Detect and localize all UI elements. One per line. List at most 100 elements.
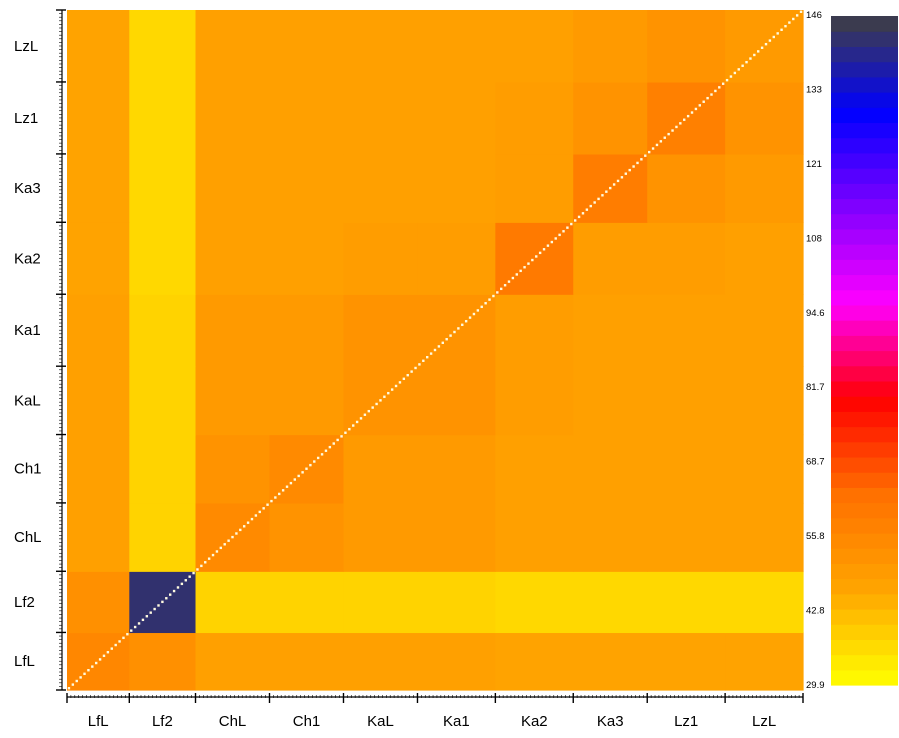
diagonal-dot: [597, 197, 600, 201]
diagonal-dot: [554, 237, 557, 240]
colorbar-step: [831, 669, 898, 686]
diagonal-dot: [410, 370, 413, 373]
y-tick-label-LzL: LzL: [14, 38, 38, 55]
heatmap-block-Ch1-LfL: [67, 434, 130, 504]
diagonal-dot: [258, 510, 261, 514]
diagonal-dot: [418, 363, 421, 366]
y-tick-label-Ka2: Ka2: [14, 250, 41, 267]
colorbar-tick-label: 68.7: [806, 457, 825, 468]
heatmap-block-LfL-ChL: [195, 632, 271, 691]
heatmap-block-Ka3-Lz1: [647, 153, 726, 223]
heatmap-block-Lz1-Ka3: [573, 81, 648, 155]
diagonal-dot: [776, 32, 779, 35]
colorbar-step: [831, 335, 898, 352]
heatmap-block-LfL-Ka1: [417, 632, 496, 691]
colorbar-step: [831, 517, 898, 534]
diagonal-dot: [172, 589, 176, 593]
diagonal-dot: [390, 388, 394, 391]
heatmap-block-Lf2-KaL: [343, 571, 419, 634]
diagonal-dot: [632, 165, 635, 168]
heatmap-block-Ka2-Lz1: [647, 222, 726, 295]
colorbar-step: [831, 350, 898, 367]
diagonal-dot: [383, 395, 386, 398]
diagonal-dot: [585, 208, 589, 211]
heatmap-block-Ch1-LzL: [725, 434, 804, 504]
heatmap-block-Ka2-LzL: [725, 222, 804, 295]
heatmap-block-Ka2-Ka3: [573, 222, 648, 295]
diagonal-dot: [507, 280, 511, 283]
heatmap-block-Lz1-LzL: [725, 81, 804, 155]
diagonal-dot: [702, 100, 705, 103]
heatmap-block-Ch1-Lz1: [647, 434, 726, 504]
colorbar-step: [831, 304, 898, 321]
colorbar-step: [831, 396, 898, 412]
diagonal-dot: [612, 183, 616, 186]
diagonal-dot: [616, 179, 620, 183]
heatmap-block-Ch1-ChL: [195, 434, 271, 504]
colorbar-step: [831, 487, 898, 504]
heatmap-block-Ka1-ChL: [195, 294, 271, 367]
diagonal-dot: [309, 463, 312, 467]
y-tick-label-Lz1: Lz1: [14, 110, 38, 127]
diagonal-dot: [110, 647, 113, 650]
diagonal-dot: [698, 104, 701, 107]
diagonal-dot: [118, 640, 121, 643]
colorbar-step: [831, 624, 898, 640]
diagonal-dot: [437, 345, 441, 348]
heatmap-block-Lz1-ChL: [195, 81, 271, 155]
heatmap-block-KaL-Ch1: [269, 366, 345, 436]
diagonal-dot: [671, 129, 674, 132]
diagonal-dot: [799, 10, 803, 13]
diagonal-dot: [316, 456, 320, 460]
colorbar-step: [831, 563, 898, 580]
diagonal-dot: [550, 240, 554, 244]
diagonal-dot: [628, 168, 631, 172]
diagonal-dot: [721, 82, 725, 85]
diagonal-dot: [153, 607, 156, 611]
heatmap-block-Lz1-Lf2: [129, 81, 197, 155]
diagonal-dots: [67, 10, 803, 690]
diagonal-dot: [246, 521, 250, 524]
diagonal-dot: [764, 42, 768, 46]
heatmap-block-LfL-Ka2: [495, 632, 574, 691]
diagonal-dot: [422, 359, 425, 362]
diagonal-dot: [375, 402, 378, 406]
diagonal-dot: [79, 676, 82, 679]
x-tick-label-LzL: LzL: [752, 713, 776, 730]
heatmap-block-Ka2-Ka1: [417, 222, 496, 295]
colorbar-step: [831, 654, 898, 671]
diagonal-dot: [355, 420, 359, 424]
colorbar-step: [831, 472, 898, 488]
x-tick-label-Lz1: Lz1: [674, 713, 698, 730]
heatmap-block-Ka1-KaL: [343, 294, 419, 367]
x-tick-label-Ka1: Ka1: [443, 713, 470, 730]
diagonal-dot: [441, 341, 444, 344]
diagonal-dot: [589, 204, 592, 208]
colorbar-tick-label: 29.9: [806, 680, 825, 691]
heatmap-block-Lz1-Ka1: [417, 81, 496, 155]
diagonal-dot: [359, 417, 363, 420]
heatmap-block-LfL-Lf2: [129, 632, 197, 691]
heatmap-block-Lf2-LfL: [67, 571, 130, 634]
diagonal-dot: [87, 669, 90, 672]
heatmap-block-Ka2-ChL: [195, 222, 271, 295]
diagonal-dot: [180, 582, 184, 586]
diagonal-dot: [527, 262, 530, 265]
diagonal-dot: [367, 409, 370, 413]
heatmap-block-LzL-Ka2: [495, 10, 574, 83]
diagonal-dot: [188, 575, 191, 578]
colorbar-step: [831, 411, 898, 428]
diagonal-dot: [239, 528, 242, 532]
diagonal-dot: [169, 593, 172, 596]
diagonal-dot: [161, 600, 164, 604]
diagonal-dot: [694, 107, 698, 111]
heatmap-block-Ka2-Ch1: [269, 222, 345, 295]
heatmap-block-KaL-ChL: [195, 366, 271, 436]
diagonal-dot: [426, 356, 429, 359]
diagonal-dot: [601, 194, 604, 197]
diagonal-dot: [523, 266, 526, 269]
diagonal-dot: [593, 201, 596, 204]
heatmap-block-Ka1-Lf2: [129, 294, 197, 367]
diagonal-dot: [714, 89, 717, 93]
colorbar-tick-label: 42.8: [806, 606, 825, 617]
